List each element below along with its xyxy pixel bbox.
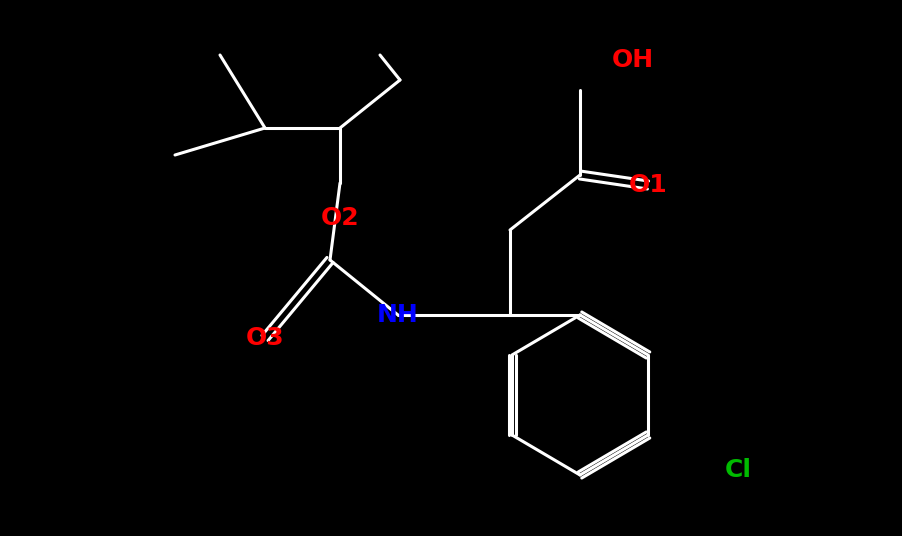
Text: Cl: Cl [724, 458, 751, 482]
Text: O2: O2 [321, 206, 359, 230]
Text: O1: O1 [629, 173, 667, 197]
Text: O3: O3 [245, 326, 284, 350]
Text: NH: NH [377, 303, 419, 327]
Text: OH: OH [612, 48, 654, 72]
